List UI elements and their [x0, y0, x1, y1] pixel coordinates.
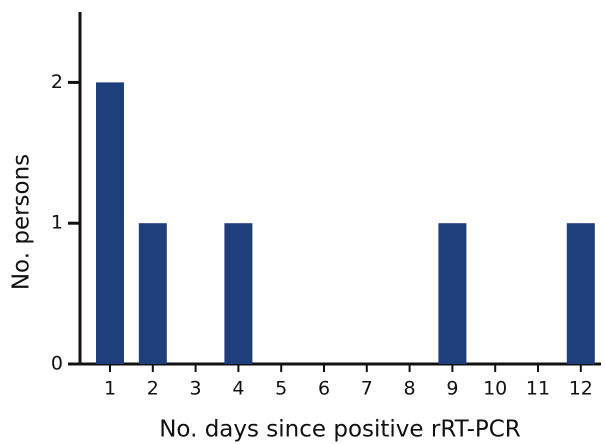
bar: [566, 223, 595, 364]
x-tick-label: 2: [147, 378, 159, 400]
x-axis-title: No. days since positive rRT-PCR: [159, 417, 521, 443]
bar: [96, 82, 124, 365]
x-tick-label: 10: [483, 378, 507, 400]
x-tick-label: 6: [318, 378, 330, 400]
x-tick-label: 4: [232, 378, 244, 400]
x-tick-label: 9: [446, 378, 458, 400]
bar: [224, 223, 253, 364]
x-tick-label: 7: [361, 378, 373, 400]
x-tick-label: 1: [104, 378, 116, 400]
y-axis-title: No. persons: [9, 154, 35, 290]
bar: [438, 223, 467, 364]
x-tick-label: 8: [404, 378, 416, 400]
x-tick-label: 12: [569, 378, 593, 400]
y-tick-label: 2: [51, 71, 63, 93]
y-tick-label: 0: [51, 353, 63, 375]
x-tick-label: 5: [275, 378, 287, 400]
y-tick-label: 1: [51, 212, 63, 234]
x-tick-label: 3: [190, 378, 202, 400]
bar: [138, 223, 167, 364]
x-tick-label: 11: [526, 378, 550, 400]
